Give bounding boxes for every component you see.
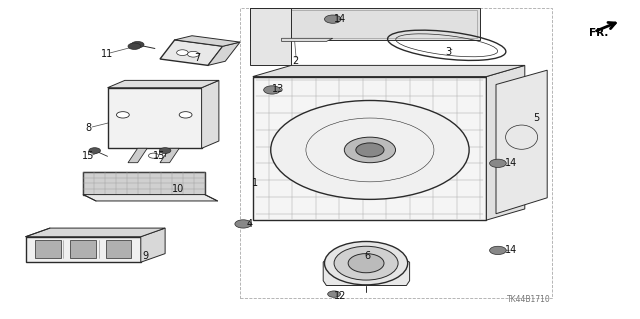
Circle shape	[324, 15, 341, 23]
Circle shape	[177, 50, 188, 56]
Text: 15: 15	[82, 151, 95, 161]
Text: 13: 13	[272, 84, 285, 94]
Text: FR.: FR.	[589, 28, 608, 39]
Polygon shape	[253, 77, 486, 220]
Text: TK44B1710: TK44B1710	[507, 295, 550, 304]
Polygon shape	[83, 172, 205, 195]
Polygon shape	[128, 148, 147, 163]
Circle shape	[159, 148, 171, 153]
Text: 2: 2	[292, 56, 299, 66]
Text: 1: 1	[252, 178, 258, 189]
Text: 3: 3	[445, 47, 451, 57]
Text: 15: 15	[152, 151, 165, 161]
Text: 4: 4	[246, 219, 253, 229]
Circle shape	[344, 137, 396, 163]
Circle shape	[356, 143, 384, 157]
Polygon shape	[208, 42, 240, 65]
Ellipse shape	[334, 246, 398, 280]
Polygon shape	[250, 8, 291, 65]
Polygon shape	[26, 228, 165, 237]
Polygon shape	[108, 80, 219, 88]
Circle shape	[264, 86, 280, 94]
Text: 14: 14	[334, 14, 347, 24]
Circle shape	[271, 100, 469, 199]
Text: 7: 7	[194, 53, 200, 63]
Text: 14: 14	[504, 245, 517, 256]
Ellipse shape	[324, 241, 408, 285]
Polygon shape	[83, 195, 218, 201]
Text: 9: 9	[143, 251, 149, 261]
Polygon shape	[160, 148, 179, 163]
Polygon shape	[108, 88, 202, 148]
Polygon shape	[141, 228, 165, 262]
Polygon shape	[26, 237, 141, 262]
Polygon shape	[160, 40, 223, 65]
Circle shape	[89, 148, 100, 153]
Circle shape	[148, 153, 159, 158]
Polygon shape	[253, 65, 525, 77]
Polygon shape	[282, 38, 333, 41]
Text: 12: 12	[334, 291, 347, 301]
Text: 11: 11	[101, 48, 114, 59]
Text: 5: 5	[533, 113, 540, 123]
Circle shape	[490, 159, 506, 167]
Circle shape	[328, 291, 340, 297]
Polygon shape	[35, 240, 61, 258]
Polygon shape	[106, 240, 131, 258]
Text: 10: 10	[172, 184, 184, 194]
Text: 6: 6	[364, 251, 371, 261]
Ellipse shape	[348, 254, 384, 273]
Circle shape	[188, 51, 199, 57]
Circle shape	[116, 112, 129, 118]
Polygon shape	[175, 36, 240, 46]
Circle shape	[128, 43, 141, 49]
Polygon shape	[250, 8, 480, 40]
Polygon shape	[496, 70, 547, 214]
Polygon shape	[323, 258, 410, 286]
Circle shape	[235, 220, 252, 228]
Text: 14: 14	[504, 158, 517, 168]
Circle shape	[490, 246, 506, 255]
Circle shape	[179, 112, 192, 118]
Polygon shape	[70, 240, 96, 258]
Polygon shape	[202, 80, 219, 148]
Circle shape	[131, 41, 144, 48]
Text: 8: 8	[85, 122, 92, 133]
Polygon shape	[486, 65, 525, 220]
